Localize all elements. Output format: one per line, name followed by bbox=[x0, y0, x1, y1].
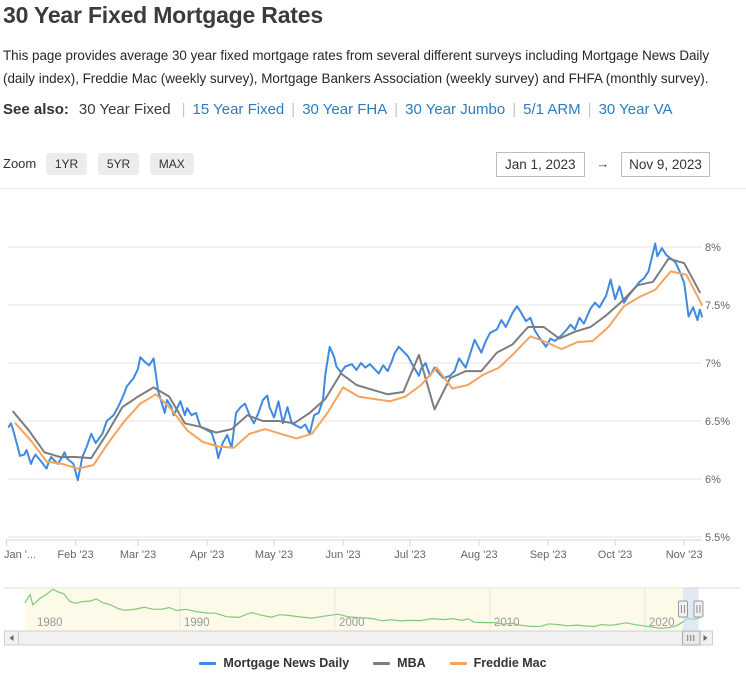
date-to-input[interactable]: Nov 9, 2023 bbox=[621, 152, 710, 177]
see-also-label: See also: bbox=[3, 101, 69, 118]
navigator-left-handle[interactable] bbox=[677, 600, 688, 618]
chart-legend: Mortgage News Daily MBA Freddie Mac bbox=[0, 656, 746, 670]
navigator-right-handle[interactable] bbox=[693, 600, 704, 618]
navigator-series-line bbox=[24, 588, 704, 629]
legend-item-mba[interactable]: MBA bbox=[373, 656, 426, 670]
x-axis-label: Mar '23 bbox=[120, 549, 156, 561]
legend-label: MBA bbox=[397, 656, 426, 670]
chart-toolbar: Zoom 1YR 5YR MAX Jan 1, 2023 → Nov 9, 20… bbox=[3, 152, 743, 178]
y-axis-label: 6% bbox=[705, 474, 721, 486]
zoom-max-button[interactable]: MAX bbox=[149, 153, 194, 175]
x-axis-label: Oct '23 bbox=[598, 549, 633, 561]
y-axis-label: 7.5% bbox=[705, 300, 730, 312]
series-line-freddie-mac[interactable] bbox=[14, 270, 703, 470]
zoom-5yr-button[interactable]: 5YR bbox=[97, 153, 140, 175]
zoom-1yr-button[interactable]: 1YR bbox=[45, 153, 88, 175]
scrollbar-track[interactable] bbox=[4, 630, 713, 646]
see-also-current-30-year-fixed: 30 Year Fixed bbox=[78, 101, 171, 118]
link-30-year-jumbo[interactable]: 30 Year Jumbo bbox=[405, 101, 506, 118]
x-axis-label: Apr '23 bbox=[190, 549, 225, 561]
divider bbox=[0, 188, 746, 189]
separator: | bbox=[181, 101, 186, 118]
x-axis-label: Nov '23 bbox=[666, 549, 703, 561]
page-description: This page provides average 30 year fixed… bbox=[3, 48, 710, 87]
y-axis-label: 8% bbox=[705, 242, 721, 254]
x-axis-label: Jul '23 bbox=[394, 549, 425, 561]
navigator-year-label: 2000 bbox=[339, 617, 365, 629]
navigator-year-label: 1980 bbox=[37, 617, 63, 629]
page-title: 30 Year Fixed Mortgage Rates bbox=[3, 2, 323, 28]
date-range-arrow-icon: → bbox=[596, 156, 610, 171]
main-rate-chart[interactable]: 8% 7.5% 7% 6.5% 6% 5.5% Jan '... Feb '23 Mar '23… bbox=[0, 192, 746, 564]
y-axis-label: 7% bbox=[705, 358, 721, 370]
y-axis-label: 6.5% bbox=[705, 416, 730, 428]
navigator-year-label: 2010 bbox=[494, 617, 520, 629]
see-also-nav: See also: 30 Year Fixed | 15 Year Fixed | 30 … bbox=[3, 101, 673, 118]
legend-label: Freddie Mac bbox=[473, 656, 547, 670]
date-range: Jan 1, 2023 → Nov 9, 2023 bbox=[495, 152, 710, 177]
legend-item-freddie-mac[interactable]: Freddie Mac bbox=[449, 656, 547, 670]
x-axis-label: Jan '... bbox=[4, 549, 36, 561]
navigator-year-label: 2020 bbox=[649, 617, 675, 629]
link-15-year-fixed[interactable]: 15 Year Fixed bbox=[192, 101, 285, 118]
left-arrow-icon bbox=[9, 635, 14, 641]
link-30-year-fha[interactable]: 30 Year FHA bbox=[302, 101, 388, 118]
x-axis-label: Jun '23 bbox=[326, 549, 361, 561]
legend-label: Mortgage News Daily bbox=[223, 656, 350, 670]
series-line-mba[interactable] bbox=[12, 257, 701, 460]
navigator-year-label: 1990 bbox=[184, 617, 210, 629]
separator: | bbox=[587, 101, 592, 118]
right-arrow-icon bbox=[703, 635, 708, 641]
date-from-input[interactable]: Jan 1, 2023 bbox=[495, 152, 585, 177]
separator: | bbox=[394, 101, 399, 118]
separator: | bbox=[291, 101, 296, 118]
x-axis-label: Feb '23 bbox=[57, 549, 93, 561]
navigator-selected-range[interactable] bbox=[682, 588, 699, 630]
link-30-year-va[interactable]: 30 Year VA bbox=[598, 101, 673, 118]
x-axis-label: Aug '23 bbox=[461, 549, 498, 561]
y-axis-label: 5.5% bbox=[705, 532, 730, 544]
legend-item-mortgage-news-daily[interactable]: Mortgage News Daily bbox=[199, 656, 349, 670]
series-line-mortgage-news-daily[interactable] bbox=[7, 242, 703, 482]
separator: | bbox=[512, 101, 517, 118]
link-5-1-arm[interactable]: 5/1 ARM bbox=[523, 101, 581, 118]
series-marker-freddie bbox=[449, 661, 467, 665]
series-marker-mnd bbox=[199, 661, 217, 665]
series-marker-mba bbox=[373, 661, 391, 665]
range-navigator[interactable]: 1980 1990 2000 2010 2020 bbox=[0, 580, 746, 650]
x-axis-label: Sep '23 bbox=[530, 549, 567, 561]
x-axis-label: May '23 bbox=[255, 549, 293, 561]
zoom-label: Zoom bbox=[3, 156, 37, 171]
